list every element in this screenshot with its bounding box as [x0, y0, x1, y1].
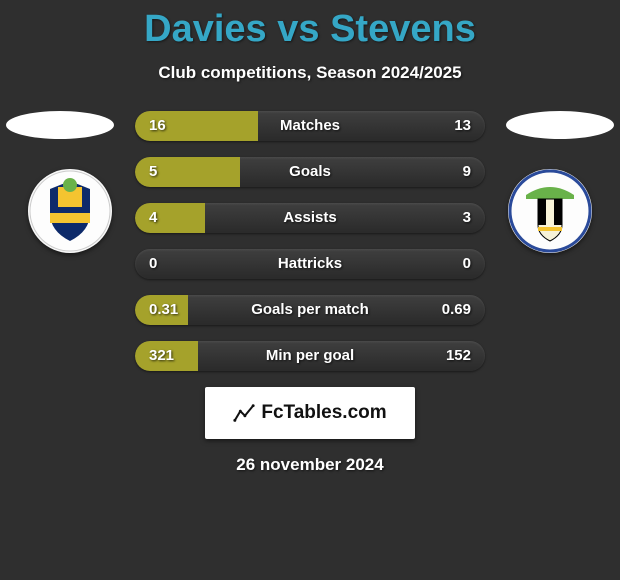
stat-row: 321152Min per goal — [135, 341, 485, 371]
stat-label: Assists — [135, 203, 485, 233]
stat-row: 59Goals — [135, 157, 485, 187]
page-title: Davies vs Stevens — [0, 0, 620, 51]
stat-label: Min per goal — [135, 341, 485, 371]
stat-label: Matches — [135, 111, 485, 141]
chart-icon — [233, 402, 255, 424]
comparison-area: 1613Matches 59Goals 43Assists 00Hattricks 0.… — [0, 111, 620, 371]
brand-box[interactable]: FcTables.com — [205, 387, 415, 439]
club-badge-right — [500, 169, 600, 253]
club-badge-right-disc — [508, 169, 592, 253]
stat-label: Goals per match — [135, 295, 485, 325]
stat-row: 0.310.69Goals per match — [135, 295, 485, 325]
subtitle: Club competitions, Season 2024/2025 — [0, 63, 620, 83]
brand-label: FcTables.com — [233, 402, 386, 424]
club-badge-left — [20, 169, 120, 253]
stat-row: 00Hattricks — [135, 249, 485, 279]
brand-text: FcTables.com — [261, 402, 386, 424]
stat-row: 43Assists — [135, 203, 485, 233]
player-avatar-left — [6, 111, 114, 139]
date-line: 26 november 2024 — [0, 455, 620, 475]
stat-label: Goals — [135, 157, 485, 187]
player-avatar-right — [506, 111, 614, 139]
stat-row: 1613Matches — [135, 111, 485, 141]
stat-label: Hattricks — [135, 249, 485, 279]
stat-rows: 1613Matches 59Goals 43Assists 00Hattricks 0.… — [135, 111, 485, 371]
club-badge-left-disc — [28, 169, 112, 253]
